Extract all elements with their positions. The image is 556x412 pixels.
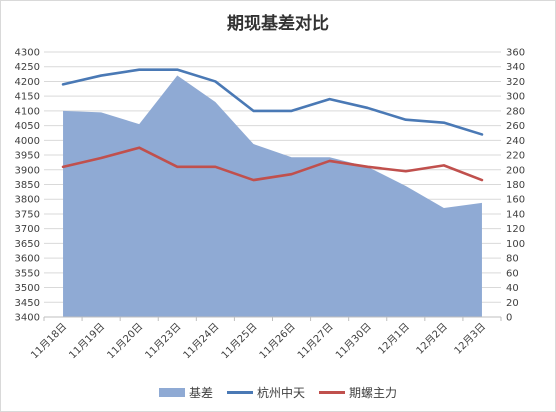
y-left-tick-label: 3850 <box>15 180 40 191</box>
legend-item-basis: 基差 <box>158 384 213 401</box>
y-right-tick-label: 300 <box>506 92 525 103</box>
y-left-tick-label: 4250 <box>15 62 40 73</box>
x-tick-label: 11月18日 <box>29 321 70 362</box>
y-left-tick-label: 4100 <box>15 106 40 117</box>
x-tick-label: 12月1日 <box>376 321 412 357</box>
x-tick-label: 11月20日 <box>105 321 146 362</box>
x-tick-label: 12月3日 <box>452 321 488 357</box>
y-left-tick-label: 3900 <box>15 165 40 176</box>
chart-title: 期现基差对比 <box>227 14 329 34</box>
x-tick-label: 11月23日 <box>143 321 184 362</box>
x-tick-label: 11月25日 <box>219 321 260 362</box>
y-left-tick-label: 3700 <box>15 224 40 235</box>
y-left-tick-label: 3450 <box>15 298 40 309</box>
line-rebar-main <box>61 146 484 182</box>
x-tick-label: 12月2日 <box>414 321 450 357</box>
legend-label-basis: 基差 <box>188 386 213 400</box>
chart-legend: 基差 杭州中天 期螺主力 <box>1 384 555 401</box>
y-right-tick-label: 180 <box>506 180 525 191</box>
y-right-tick-label: 220 <box>506 151 525 162</box>
legend-item-rebar: 期螺主力 <box>319 384 397 401</box>
y-left-tick-label: 4200 <box>15 77 40 88</box>
y-left-tick-label: 3950 <box>15 151 40 162</box>
y-left-tick-label: 3750 <box>15 209 40 220</box>
legend-label-rebar: 期螺主力 <box>349 386 398 400</box>
y-left-tick-label: 4300 <box>15 48 40 59</box>
y-right-tick-label: 0 <box>506 313 512 324</box>
legend-item-hangzhou: 杭州中天 <box>226 384 305 401</box>
y-left-tick-label: 3400 <box>15 313 40 324</box>
chart-plot: 3400345035003550360036503700375038003850… <box>15 48 526 362</box>
y-right-tick-label: 100 <box>506 239 525 250</box>
y-left-tick-label: 3500 <box>15 283 40 294</box>
y-right-tick-label: 140 <box>506 209 525 220</box>
y-right-tick-label: 240 <box>506 136 525 147</box>
legend-swatch-basis <box>158 388 185 397</box>
y-right-tick-label: 40 <box>506 283 519 294</box>
y-right-tick-label: 80 <box>506 254 519 265</box>
y-right-tick-label: 20 <box>506 298 519 309</box>
legend-swatch-rebar <box>319 391 345 394</box>
y-right-tick-label: 200 <box>506 165 525 176</box>
y-right-tick-label: 280 <box>506 106 525 117</box>
legend-swatch-hangzhou <box>226 391 253 394</box>
y-left-tick-label: 4050 <box>15 121 40 132</box>
y-left-tick-label: 3600 <box>15 254 40 265</box>
y-right-tick-label: 60 <box>506 268 519 279</box>
y-left-tick-label: 3650 <box>15 239 40 250</box>
y-right-tick-label: 160 <box>506 195 525 206</box>
x-tick-label: 11月27日 <box>295 321 336 362</box>
legend-label-hangzhou: 杭州中天 <box>256 386 305 400</box>
y-left-tick-label: 4150 <box>15 92 40 103</box>
y-left-tick-label: 3550 <box>15 268 40 279</box>
x-tick-label: 11月19日 <box>67 321 108 362</box>
y-left-tick-label: 4000 <box>15 136 40 147</box>
y-right-tick-label: 260 <box>506 121 525 132</box>
x-tick-label: 11月30日 <box>333 321 374 362</box>
y-right-tick-label: 340 <box>506 62 525 73</box>
x-tick-label: 11月24日 <box>181 321 222 362</box>
y-right-tick-label: 320 <box>506 77 525 88</box>
x-tick-label: 11月26日 <box>257 321 298 362</box>
y-right-tick-label: 360 <box>506 48 525 59</box>
y-right-tick-label: 120 <box>506 224 525 235</box>
line-hangzhou-zhongtian <box>61 68 484 136</box>
area-basis <box>63 75 482 317</box>
y-left-tick-label: 3800 <box>15 195 40 206</box>
